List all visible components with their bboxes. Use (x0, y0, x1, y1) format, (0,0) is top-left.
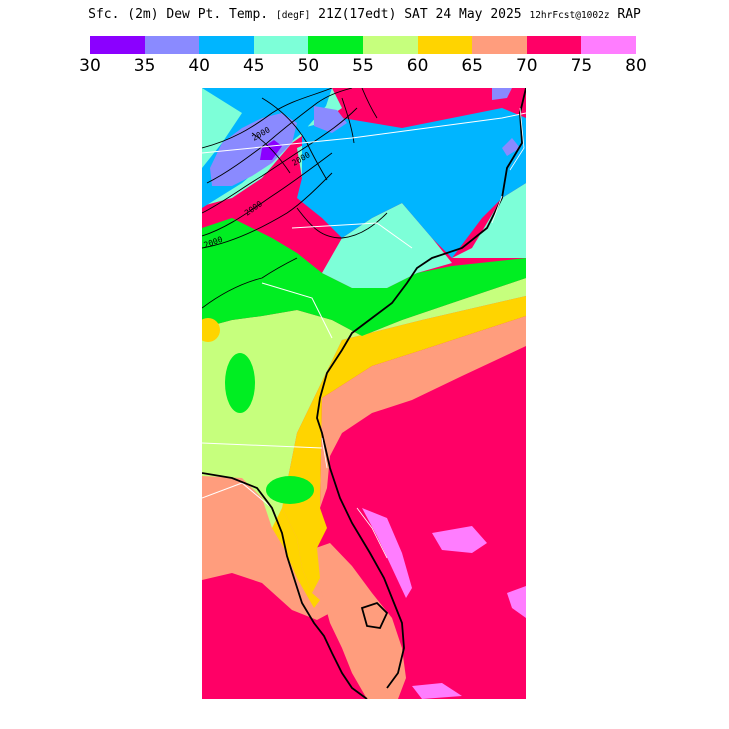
fill-band-65-peninsula (310, 543, 406, 699)
legend-tick-label: 70 (515, 56, 538, 76)
state-boundaries (202, 112, 526, 509)
legend-tick-label: 60 (406, 56, 429, 76)
legend-swatch (253, 36, 309, 54)
fill-band-55 (202, 278, 526, 528)
fill-band-65-atlantic (320, 316, 526, 508)
coastline (202, 88, 526, 699)
legend-swatch (90, 36, 145, 54)
title-model: RAP (617, 7, 641, 22)
title-field: Sfc. (2m) Dew Pt. Temp. (88, 7, 269, 22)
legend-swatch (144, 36, 200, 54)
legend-swatch (308, 36, 363, 54)
legend-tick-label: 80 (625, 56, 647, 76)
color-legend (90, 36, 636, 54)
legend-tick-label: 30 (79, 56, 101, 76)
legend-tick-label: 40 (188, 56, 211, 76)
legend-swatch (362, 36, 418, 54)
legend-tick-label: 65 (461, 56, 484, 76)
legend-tick-label: 75 (570, 56, 593, 76)
fill-gold-blob-west (202, 318, 220, 342)
fill-band-35 (210, 88, 520, 186)
fill-band-75-east (362, 508, 412, 598)
title-date: SAT 24 May 2025 (404, 7, 522, 22)
legend-tick-label: 45 (242, 56, 265, 76)
map-title: Sfc. (2m) Dew Pt. Temp. [degF] 21Z(17edt… (0, 7, 729, 22)
legend-tick-label: 35 (133, 56, 156, 76)
title-units: [degF] (275, 10, 311, 21)
fill-green-blob-south (266, 476, 314, 504)
coast-detail-white (321, 107, 525, 559)
fill-band-65-gulf (202, 473, 330, 620)
fill-band-50 (202, 218, 526, 336)
dewpoint-map: 2000 2000 2000 2000 (202, 88, 526, 699)
legend-swatch (472, 36, 527, 54)
legend-swatch (199, 36, 254, 54)
fill-band-30 (260, 140, 282, 160)
title-forecast: 12hrFcst@1002z (529, 10, 610, 21)
title-valid-time: 21Z(17edt) (318, 7, 397, 22)
fill-band-60 (202, 296, 526, 593)
fill-band-60-west (272, 508, 320, 608)
legend-swatch (417, 36, 473, 54)
legend-tick-label: 55 (352, 56, 374, 76)
legend-swatch (581, 36, 636, 54)
legend-tick-label: 50 (297, 56, 320, 76)
legend-swatch (526, 36, 582, 54)
legend-tick-labels: 30 35 40 45 50 55 60 65 70 75 80 (79, 56, 647, 76)
fill-green-blob-inland (225, 353, 255, 413)
